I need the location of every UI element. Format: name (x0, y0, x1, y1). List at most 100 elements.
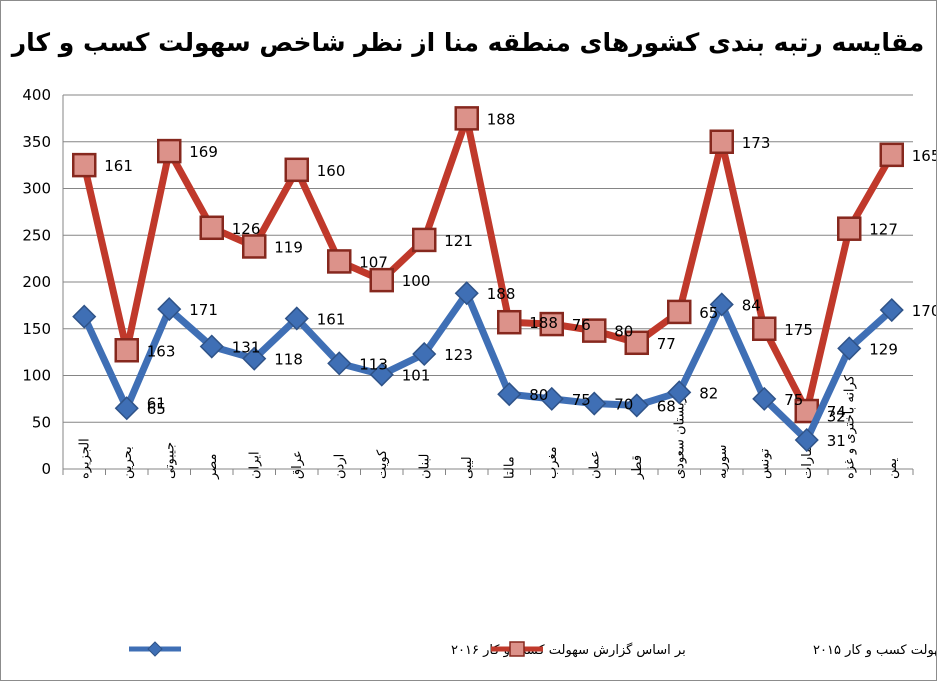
series-2016-data-label: 129 (869, 340, 898, 358)
y-tick-label: 100 (22, 367, 51, 385)
x-category-label: کرانه باختری و غزه (842, 374, 857, 479)
chart-title: مقایسه رتبه بندی کشورهای منطقه منا از نظ… (10, 28, 925, 58)
series-2016-marker (582, 391, 607, 416)
series-2015-marker (624, 330, 649, 356)
axis-layer: 0 50 100 150 200 250 300 350 400 الجزیره بحرین جیبو… (22, 86, 914, 480)
series-2016-marker (114, 396, 139, 421)
series-2016-data-label: 31 (827, 432, 846, 450)
legend-2015-marker (509, 641, 525, 657)
x-category-label: مالتا (502, 456, 517, 479)
extra-data-label: 32 (827, 408, 846, 426)
series-2015-data-label: 76 (572, 316, 591, 334)
series-2016-data-label: 113 (359, 355, 388, 373)
series-2016-data-label: 118 (274, 351, 303, 369)
x-category-label: قطر (630, 455, 645, 480)
series-2015-data-label: 160 (317, 162, 346, 180)
series-2016-marker (72, 304, 97, 329)
series-2016-marker (327, 351, 352, 376)
series-2016-marker (879, 297, 904, 323)
series-2015-marker (752, 316, 777, 341)
series-2016-data-label: 68 (657, 397, 676, 415)
y-tick-label: 200 (22, 273, 51, 291)
x-category-label: تونس (757, 448, 772, 479)
series-2016-marker (709, 292, 734, 317)
series-2016-data-label: 131 (232, 339, 261, 357)
y-tick-label: 350 (22, 133, 51, 151)
x-category-label: الجزیره (77, 438, 92, 479)
y-tick-label: 0 (41, 460, 51, 478)
x-category-label: عربستان سعودی (672, 387, 687, 479)
series-2015-marker (284, 157, 309, 183)
x-category-label: کویت (375, 449, 390, 479)
series-2016-data-label: 84 (742, 296, 761, 314)
x-category-label: عراق (290, 450, 305, 479)
series-2015-data-label: 163 (147, 342, 176, 360)
series-2015-line (80, 114, 896, 415)
series-2016-marker (837, 336, 862, 361)
x-category-label: یمن (885, 458, 900, 479)
series-2015-data-label: 80 (614, 323, 633, 341)
series-2016-marker (794, 427, 819, 453)
legend-layer: بر اساس گزارش سهولت کسب و کار ۲۰۱۶ بر اسا… (129, 641, 936, 658)
x-category-label: لیبی (460, 456, 475, 479)
series-2016-marker (412, 341, 437, 367)
legend-2015-label: بر اساس گزارش سهولت کسب و کار ۲۰۱۵ (813, 642, 936, 658)
series-2015-marker (412, 227, 437, 253)
y-tick-label: 400 (22, 86, 51, 104)
series-2016-marker (667, 380, 692, 405)
series-2015-data-label: 188 (529, 314, 558, 332)
series-2016-marker (624, 393, 649, 418)
series-2016-data-label: 75 (572, 391, 591, 409)
series-2015-marker (454, 106, 479, 131)
series-2016-data-label: 82 (699, 384, 718, 402)
x-category-label: امارات (800, 442, 815, 479)
x-category-label: جیبوتی (162, 442, 177, 479)
y-tick-label: 150 (22, 320, 51, 338)
series-2015-data-label: 127 (869, 221, 898, 239)
series-2015-marker (242, 234, 267, 259)
x-category-label: ایران (247, 451, 262, 479)
series-2015-marker (114, 338, 139, 363)
legend-2016-marker (147, 641, 163, 657)
series-2015-data-label: 161 (104, 157, 133, 175)
series-2015-data-label: 169 (189, 143, 218, 161)
series-2015-data-label: 121 (444, 232, 473, 250)
series-2016-marker (454, 281, 479, 306)
series-2015-marker (539, 311, 564, 337)
series-2016-data-label: 171 (189, 301, 218, 319)
series-2016-data-label: 70 (614, 396, 633, 414)
series-2015-data-label: 74 (827, 403, 846, 421)
x-category-label: اردن (332, 454, 347, 479)
y-tick-label: 300 (22, 180, 51, 198)
series-2016-marker (752, 386, 777, 411)
x-category-label: مصر (205, 454, 220, 480)
x-category-label: سوریه (715, 445, 730, 479)
series-2015-marker (199, 215, 224, 241)
series-2015-marker (369, 267, 394, 293)
series-2015-data-label: 126 (232, 220, 261, 238)
series-2016-data-label: 161 (317, 310, 346, 328)
x-category-label: بحرین (120, 446, 135, 479)
series-2015-data-label: 119 (274, 238, 303, 256)
series-2015-marker (497, 309, 522, 335)
series-2016-marker (199, 334, 224, 359)
series-2016-marker (242, 346, 267, 371)
series-2015-data-label: 173 (742, 134, 771, 152)
series-2015-data-label: 77 (657, 335, 676, 353)
series-2015-data-label: 165 (912, 147, 936, 165)
series-2015-marker (72, 152, 97, 178)
series-2016-marker (369, 362, 394, 387)
x-category-label: عمان (587, 450, 602, 479)
series-2015-marker (837, 216, 862, 241)
legend-2016-label: بر اساس گزارش سهولت کسب و کار ۲۰۱۶ (451, 642, 686, 658)
series-2015-marker (582, 318, 607, 343)
y-tick-label: 250 (22, 226, 51, 244)
series-2015-marker (709, 129, 734, 154)
series-2016-marker (157, 297, 182, 322)
series-2015-data-label: 100 (402, 272, 431, 290)
series-2015-data-label: 65 (699, 304, 718, 322)
series-2016-data-label: 170 (912, 302, 936, 320)
series-2016-data-label: 123 (444, 346, 473, 364)
